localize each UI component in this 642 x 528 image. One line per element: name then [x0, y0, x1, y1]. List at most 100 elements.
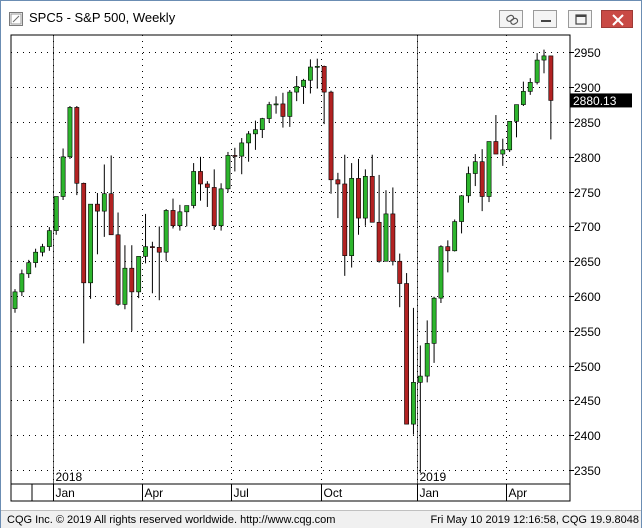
candle-body-down	[397, 260, 403, 284]
candle	[60, 148, 66, 200]
candle-body-up	[19, 273, 25, 293]
close-button[interactable]	[601, 10, 633, 28]
candle	[204, 181, 210, 207]
candle	[452, 219, 458, 252]
maximize-button[interactable]	[568, 10, 592, 28]
y-tick-label: 2700	[574, 220, 601, 234]
close-icon	[612, 14, 624, 26]
candle-body-down	[211, 187, 217, 227]
candle-body-up	[527, 82, 533, 92]
candle	[191, 163, 197, 209]
candle-body-up	[500, 149, 506, 155]
candle-body-up	[383, 213, 389, 262]
candle	[548, 55, 554, 140]
last-price-marker: 2880.13	[570, 93, 632, 108]
chart-grid	[11, 35, 570, 484]
candle	[143, 213, 148, 264]
candle	[74, 106, 80, 196]
copyright-text: CQG Inc. © 2019 All rights reserved worl…	[7, 514, 336, 526]
candle-body-up	[362, 176, 368, 219]
candle	[383, 190, 389, 262]
y-tick-label: 2400	[574, 429, 601, 443]
candle	[479, 149, 485, 212]
candle-body-up	[431, 297, 437, 344]
title-bar[interactable]: SPC5 - S&P 500, Weekly	[1, 1, 641, 35]
candle	[273, 96, 279, 114]
candle	[308, 59, 313, 94]
y-tick-label: 2350	[574, 464, 601, 478]
candle-body-up	[308, 66, 313, 81]
candle-body-down	[150, 246, 155, 248]
candle-body-up	[417, 375, 423, 383]
candle	[321, 65, 327, 125]
candle-body-down	[548, 55, 554, 101]
status-bar: CQG Inc. © 2019 All rights reserved worl…	[1, 510, 641, 528]
candle	[301, 78, 306, 104]
candle-body-up	[259, 118, 265, 130]
candle-body-up	[40, 246, 45, 253]
candle-body-down	[280, 103, 286, 117]
candle-body-up	[266, 104, 272, 119]
candle-body-down	[321, 66, 327, 93]
candle	[417, 345, 423, 473]
candle-body-down	[232, 155, 238, 157]
candle-body-down	[156, 247, 162, 253]
candle	[150, 241, 155, 294]
candle	[472, 154, 478, 187]
app-icon	[9, 12, 23, 26]
candle	[507, 121, 513, 152]
candle-body-up	[33, 251, 39, 263]
last-price-box	[570, 93, 632, 108]
candle-body-up	[287, 91, 293, 117]
candle	[40, 243, 45, 257]
candle-body-up	[88, 203, 93, 284]
y-tick-label: 2550	[574, 325, 601, 339]
candle	[232, 147, 238, 172]
candle-body-down	[356, 178, 361, 219]
y-tick-label: 2900	[574, 81, 601, 95]
candle-body-up	[314, 66, 320, 68]
candle	[211, 169, 217, 230]
candle-body-up	[520, 91, 526, 105]
candle-body-up	[472, 161, 478, 174]
x-month-label: Apr	[145, 486, 164, 500]
candle-body-up	[67, 107, 73, 158]
year-label: 2019	[420, 470, 447, 484]
candle-body-up	[239, 142, 245, 157]
candle-body-down	[390, 213, 396, 262]
candle	[46, 227, 52, 251]
candle-body-up	[184, 205, 190, 213]
candle-body-down	[493, 141, 499, 155]
candle	[369, 154, 375, 223]
candle	[170, 198, 176, 229]
x-month-label: Jan	[56, 486, 75, 500]
candle-body-up	[143, 246, 148, 257]
y-axis-labels: 2350 2400 2450 2500 2550 2600 2650 2700 2750 2800…	[570, 46, 601, 478]
candle	[520, 81, 526, 107]
time-axis-corner-box[interactable]	[10, 483, 33, 502]
candle	[445, 240, 451, 273]
candle-body-up	[177, 211, 183, 227]
candle	[95, 193, 100, 255]
candle-body-up	[225, 155, 231, 190]
candle	[136, 256, 142, 299]
candle	[163, 209, 169, 262]
candle	[122, 245, 128, 310]
x-month-label: Oct	[324, 486, 343, 500]
candle	[356, 158, 361, 235]
y-tick-label: 2500	[574, 360, 601, 374]
candle	[514, 104, 519, 138]
candle-body-up	[486, 141, 492, 197]
candle	[335, 172, 341, 219]
candle-body-up	[411, 382, 416, 425]
candle-body-up	[46, 230, 52, 247]
y-tick-label: 2600	[574, 290, 601, 304]
candle	[328, 90, 334, 194]
link-button[interactable]	[499, 10, 523, 28]
candle-body-up	[101, 193, 107, 212]
candle	[466, 166, 471, 203]
y-tick-label: 2800	[574, 151, 601, 165]
candle-body-up	[459, 195, 464, 222]
minimize-button[interactable]	[533, 10, 557, 28]
